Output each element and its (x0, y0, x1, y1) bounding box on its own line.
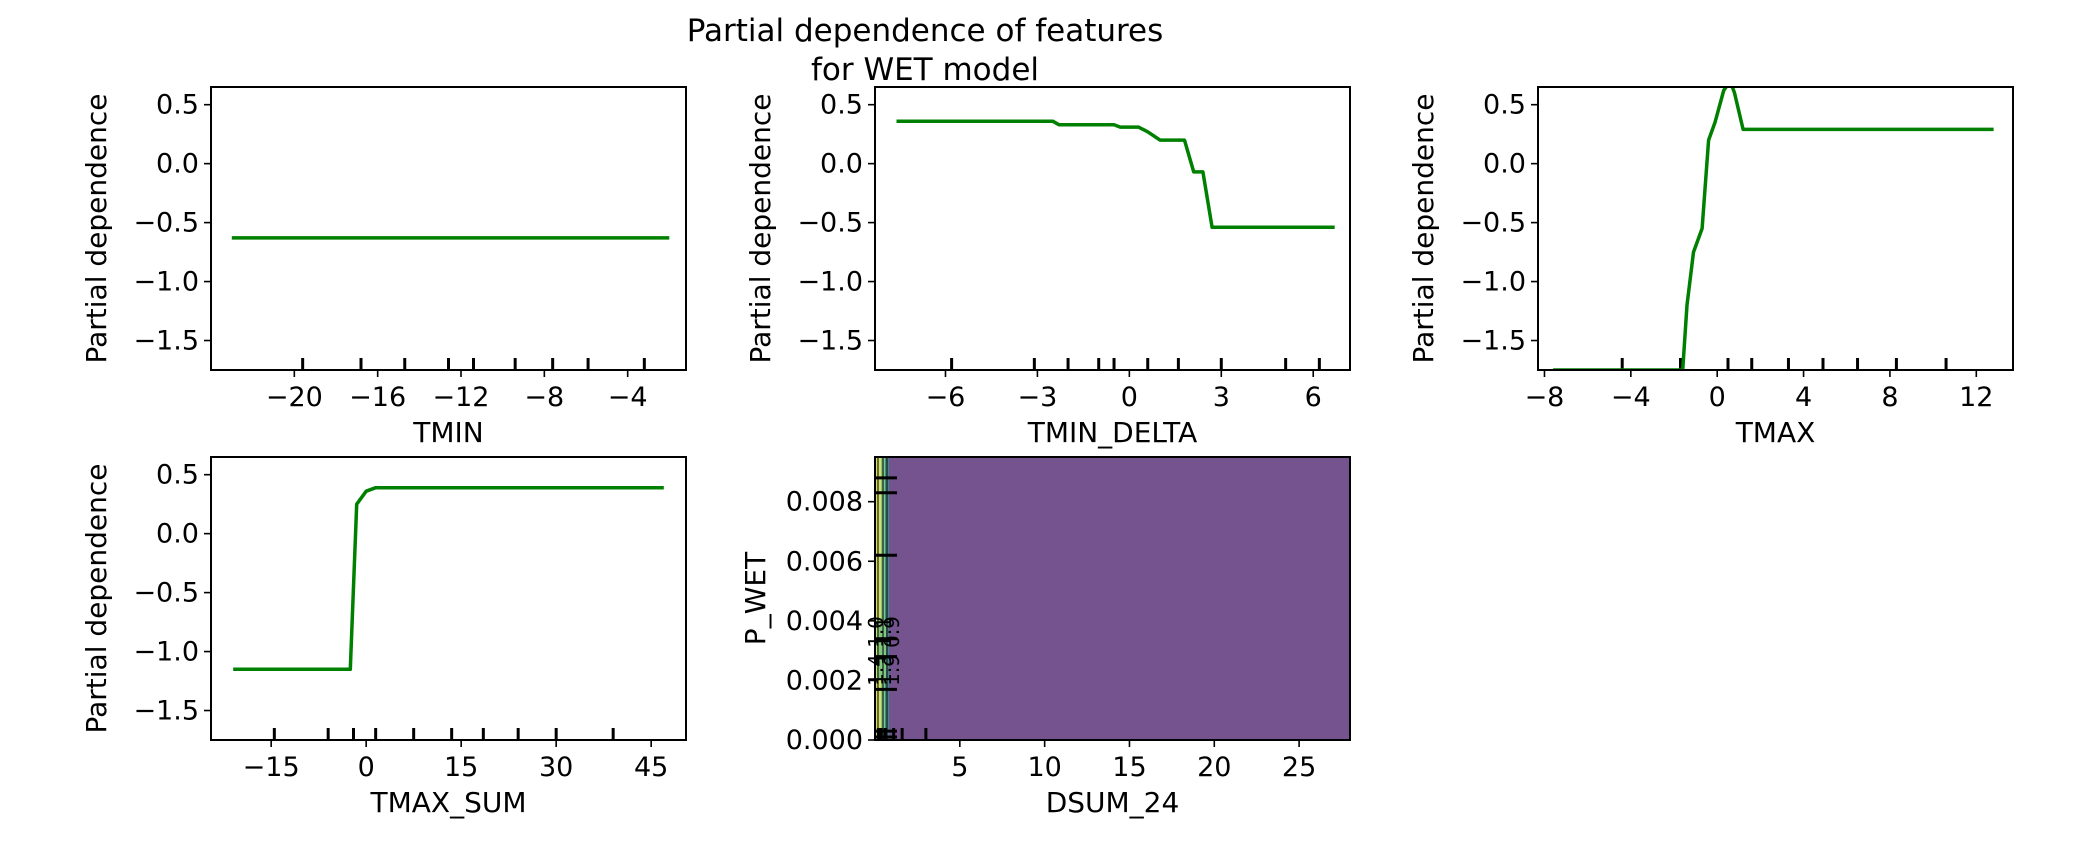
subplot-tmin: −20 −16 −12 −8 −4 0.5 0.0 −0.5 −1.0 −1.5 TMIN Parti… (80, 86, 687, 449)
x-tick-label: −16 (349, 382, 406, 413)
y-tick-label: −1.5 (133, 326, 199, 357)
y-tick-label: 0.0 (156, 149, 199, 180)
axes-frame (874, 456, 1351, 741)
x-axis-label: TMAX (1735, 416, 1816, 449)
x-tick-label: −8 (524, 382, 564, 413)
x-tick-label: −8 (1525, 382, 1565, 413)
x-tick-label: 25 (1282, 752, 1316, 783)
pd-line (896, 119, 1335, 230)
x-tick-label: 12 (1959, 382, 1993, 413)
x-tick-label: −15 (243, 752, 300, 783)
y-axis-label: Partial dependence (744, 93, 777, 363)
y-tick-label: −1.0 (133, 637, 199, 668)
pd-line (233, 485, 664, 672)
x-tick-label: 10 (1027, 752, 1061, 783)
x-tick-label: 20 (1197, 752, 1231, 783)
y-tick-label: −1.5 (797, 326, 863, 357)
y-tick-label: 0.0 (156, 519, 199, 550)
y-axis-label: Partial dependence (1407, 93, 1440, 363)
x-axis-label: TMIN_DELTA (1027, 416, 1198, 449)
x-tick-label: 4 (1795, 382, 1812, 413)
y-tick-label: 0.5 (1483, 90, 1526, 121)
contour-patch (877, 619, 886, 679)
y-tick-label: 0.006 (786, 546, 863, 577)
pd-line (1553, 87, 1994, 370)
axes-frame (210, 86, 687, 371)
y-tick-label: 0.5 (156, 90, 199, 121)
x-tick-label: 6 (1305, 382, 1322, 413)
axes-frame (1537, 86, 2014, 371)
y-tick-label: −0.5 (797, 208, 863, 239)
contour-fill (875, 457, 1350, 740)
figure-title-line1: Partial dependence of features (687, 13, 1164, 49)
subplot-tmax_sum: −15 0 15 30 45 0.5 0.0 −0.5 −1.0 −1.5 TMAX_SUM Part… (80, 456, 687, 819)
contour-label: 0.9 (880, 616, 904, 648)
y-tick-label: −1.0 (1460, 267, 1526, 298)
y-tick-label: −1.0 (133, 267, 199, 298)
subplot-tmax: −8 −4 0 4 8 12 0.5 0.0 −0.5 −1.0 −1.5 TMAX Partial d… (1407, 86, 2014, 449)
y-tick-label: −0.5 (1460, 208, 1526, 239)
y-tick-label: 0.004 (786, 606, 863, 637)
y-tick-label: −1.5 (1460, 326, 1526, 357)
y-tick-label: −0.5 (133, 578, 199, 609)
y-axis-label: Partial dependence (80, 463, 113, 733)
y-tick-label: −1.5 (133, 696, 199, 727)
x-tick-label: 15 (444, 752, 478, 783)
x-tick-label: 0 (1709, 382, 1726, 413)
y-tick-label: −0.5 (133, 208, 199, 239)
x-tick-label: −4 (1611, 382, 1651, 413)
subplots: −20 −16 −12 −8 −4 0.5 0.0 −0.5 −1.0 −1.5 TMIN Parti… (80, 86, 2014, 819)
x-tick-label: 0 (358, 752, 375, 783)
x-tick-label: −20 (266, 382, 323, 413)
x-tick-label: −6 (926, 382, 966, 413)
axes-frame (210, 456, 687, 741)
y-tick-label: 0.5 (156, 460, 199, 491)
x-tick-label: 8 (1881, 382, 1898, 413)
y-tick-label: 0.002 (786, 665, 863, 696)
x-tick-label: 45 (634, 752, 668, 783)
contour-label: 1.9 (880, 654, 904, 686)
subplot-tmin_delta: −6 −3 0 3 6 0.5 0.0 −0.5 −1.0 −1.5 TMIN_DELTA Parti… (744, 86, 1351, 449)
y-tick-label: −1.0 (797, 267, 863, 298)
x-axis-label: DSUM_24 (1046, 786, 1180, 819)
x-tick-label: 5 (951, 752, 968, 783)
y-tick-label: 0.000 (786, 725, 863, 756)
y-axis-label: Partial dependence (80, 93, 113, 363)
y-tick-label: 0.0 (1483, 149, 1526, 180)
y-tick-label: 0.5 (820, 90, 863, 121)
subplot-dsum_pwet: 1.01.10.91.41.31.9 5 10 15 20 25 0.000 0.002 0.0… (739, 456, 1351, 819)
y-tick-label: 0.008 (786, 487, 863, 518)
x-tick-label: −3 (1018, 382, 1058, 413)
axes-frame (874, 86, 1351, 371)
figure-title-line2: for WET model (811, 52, 1039, 88)
x-tick-label: −4 (608, 382, 648, 413)
x-axis-label: TMAX_SUM (369, 786, 526, 819)
y-tick-label: 0.0 (820, 149, 863, 180)
x-tick-label: 30 (539, 752, 573, 783)
x-tick-label: 3 (1213, 382, 1230, 413)
x-axis-label: TMIN (412, 416, 483, 449)
y-axis-label: P_WET (739, 551, 772, 645)
x-tick-label: 15 (1112, 752, 1146, 783)
x-tick-label: −12 (433, 382, 490, 413)
contour-labels: 1.01.10.91.41.31.9 (864, 616, 904, 686)
x-tick-label: 0 (1121, 382, 1138, 413)
